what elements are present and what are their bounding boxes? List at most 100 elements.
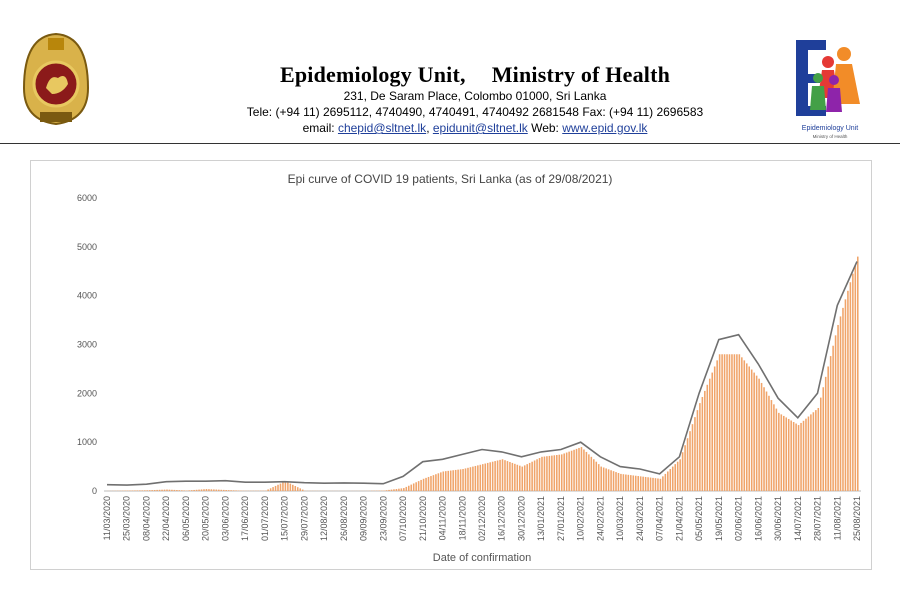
x-tick-label: 27/01/2021 — [556, 496, 566, 541]
case-bar — [575, 448, 578, 491]
case-bar — [760, 382, 763, 491]
case-bar — [454, 469, 457, 491]
case-bar — [301, 489, 304, 491]
case-bar — [568, 451, 570, 491]
case-bar — [741, 357, 743, 491]
case-bar — [282, 482, 284, 491]
case-bar — [620, 473, 622, 491]
case-bar — [726, 354, 728, 491]
case-bar — [706, 384, 709, 491]
case-bar — [627, 474, 630, 491]
contact-line: email: chepid@sltnet.lk, epidunit@sltnet… — [180, 120, 770, 136]
case-bar — [462, 469, 464, 491]
case-bar — [580, 447, 583, 491]
case-bar — [778, 412, 780, 491]
website-link[interactable]: www.epid.gov.lk — [562, 121, 648, 135]
case-bar — [701, 396, 704, 491]
case-bar — [526, 464, 528, 491]
case-bar — [220, 489, 223, 491]
case-bar — [464, 468, 467, 491]
case-bar — [644, 476, 647, 491]
case-bar — [563, 453, 565, 491]
x-tick-label: 21/04/2021 — [674, 496, 684, 541]
case-bar — [227, 490, 230, 491]
case-bar — [634, 475, 637, 491]
case-bar — [422, 478, 425, 491]
y-tick-label: 5000 — [77, 242, 97, 252]
case-bar — [773, 404, 775, 491]
x-tick-label: 05/05/2021 — [694, 496, 704, 541]
case-bar — [279, 483, 282, 491]
case-bar — [277, 484, 279, 491]
case-bar — [435, 474, 437, 491]
email-link-epidunit[interactable]: epidunit@sltnet.lk — [432, 121, 528, 135]
case-bar — [222, 489, 225, 491]
case-bar — [733, 354, 736, 491]
x-tick-label: 11/03/2020 — [102, 496, 112, 540]
case-bar — [812, 412, 815, 491]
case-bar — [718, 354, 721, 491]
x-tick-label: 03/06/2020 — [220, 496, 230, 541]
case-bar — [755, 375, 758, 491]
unit-name: Epidemiology Unit, — [279, 62, 466, 87]
case-bar — [553, 455, 556, 491]
case-bar — [595, 461, 598, 491]
case-bar — [745, 363, 748, 491]
case-bar — [642, 476, 644, 491]
case-bar — [854, 265, 857, 491]
case-bar — [412, 483, 415, 491]
email-link-chepid[interactable]: chepid@sltnet.lk — [337, 121, 427, 135]
case-bar — [679, 459, 681, 491]
case-bar — [800, 422, 802, 491]
x-tick-label: 10/03/2021 — [615, 496, 625, 541]
case-bar — [218, 489, 220, 491]
logo-subcaption: Ministry of Health — [813, 134, 848, 139]
letterhead-title: Epidemiology Unit, Ministry of Health — [180, 62, 770, 88]
case-bar — [770, 400, 773, 491]
case-bar — [299, 488, 302, 491]
x-tick-label: 20/05/2020 — [201, 496, 211, 541]
case-bar — [452, 470, 454, 491]
case-bar — [815, 410, 817, 491]
case-bar — [536, 459, 538, 491]
case-bar — [486, 462, 489, 491]
case-bar — [519, 465, 521, 491]
case-bar — [420, 479, 422, 491]
case-bar — [432, 475, 435, 491]
y-tick-label: 6000 — [77, 193, 97, 203]
x-tick-label: 01/07/2020 — [260, 496, 270, 541]
case-bar — [440, 472, 442, 491]
case-bar — [296, 487, 299, 491]
case-bar — [183, 490, 186, 491]
case-bar — [195, 489, 198, 491]
case-bar — [146, 490, 149, 491]
case-bar — [583, 449, 585, 491]
case-bar — [617, 472, 620, 491]
case-bar — [494, 461, 496, 491]
case-bar — [166, 489, 168, 491]
case-bar — [156, 489, 158, 491]
case-bar — [605, 468, 607, 491]
case-bar — [684, 445, 686, 491]
case-bar — [449, 470, 452, 491]
case-bar — [528, 462, 531, 491]
email-label: email: — [302, 121, 338, 135]
x-tick-label: 18/11/2020 — [457, 496, 467, 540]
chart-title: Epi curve of COVID 19 patients, Sri Lank… — [287, 172, 613, 186]
x-tick-label: 16/12/2020 — [497, 496, 507, 541]
y-tick-label: 4000 — [77, 291, 97, 301]
case-bar — [649, 477, 652, 491]
case-bar — [802, 420, 805, 491]
sri-lanka-emblem — [22, 32, 90, 126]
case-bar — [237, 490, 240, 491]
case-bar — [176, 490, 178, 491]
x-tick-label: 07/10/2020 — [398, 496, 408, 541]
case-bar — [775, 408, 778, 491]
x-tick-label: 12/08/2020 — [319, 496, 329, 541]
case-bar — [393, 489, 395, 491]
case-bar — [484, 463, 487, 491]
case-bar — [459, 469, 462, 491]
case-bar — [190, 490, 193, 491]
case-bar — [780, 414, 783, 491]
case-bar — [834, 335, 837, 491]
